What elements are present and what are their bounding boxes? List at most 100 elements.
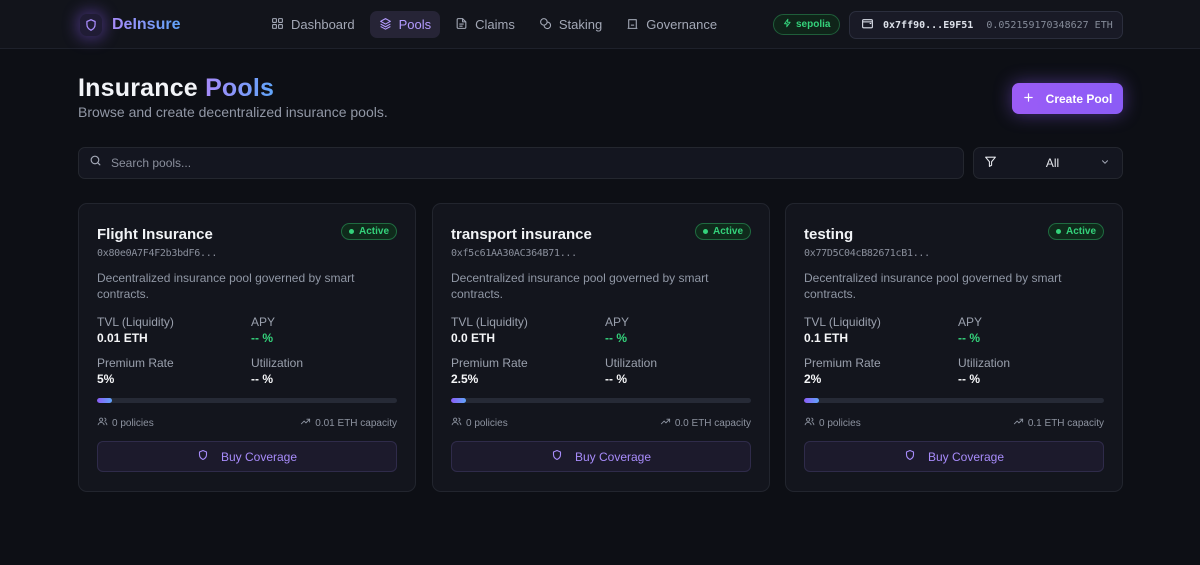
apy-label: APY	[605, 315, 630, 329]
buy-coverage-button[interactable]: Buy Coverage	[97, 441, 397, 472]
wallet-icon	[861, 17, 874, 33]
capacity-info: 0.0 ETH capacity	[660, 416, 751, 430]
wallet-balance: 0.052159170348627 ETH	[986, 19, 1113, 31]
policies-label: 0 policies	[112, 417, 154, 429]
apy-value: -- %	[605, 331, 627, 345]
coins-icon	[539, 17, 552, 33]
page-title-accent: Pools	[205, 74, 275, 102]
trending-up-icon	[300, 416, 311, 430]
pool-name: testing	[804, 226, 854, 243]
utilization-label: Utilization	[605, 356, 658, 370]
utilization-value: -- %	[958, 372, 980, 386]
shield-icon	[551, 449, 563, 464]
status-label: Active	[1065, 226, 1096, 237]
nav-item-pools[interactable]: Pools	[369, 11, 441, 38]
premium-value: 2%	[804, 372, 822, 386]
trending-up-icon	[660, 416, 671, 430]
nav-item-governance[interactable]: Governance	[617, 11, 726, 38]
capacity-label: 0.0 ETH capacity	[674, 417, 751, 429]
premium-label: Premium Rate	[804, 356, 881, 370]
create-pool-button[interactable]: Create Pool	[1012, 83, 1123, 114]
apy-label: APY	[251, 315, 276, 329]
progress-fill	[97, 398, 112, 403]
brand[interactable]: DeInsure	[80, 12, 180, 38]
users-icon	[97, 416, 108, 430]
nav-item-label: Dashboard	[291, 17, 355, 32]
tvl-value: 0.01 ETH	[97, 331, 148, 345]
utilization-value: -- %	[605, 372, 627, 386]
tvl-value: 0.0 ETH	[451, 331, 496, 345]
users-icon	[451, 416, 462, 430]
policies-label: 0 policies	[466, 417, 508, 429]
pool-address: 0x77D5C04cB82671cB1...	[804, 248, 930, 259]
status-filter-select[interactable]: All	[973, 147, 1123, 179]
main-menu: Dashboard Pools Claims Staking Governanc…	[262, 11, 726, 38]
tvl-value: 0.1 ETH	[804, 331, 849, 345]
premium-value: 5%	[97, 372, 115, 386]
buy-coverage-button[interactable]: Buy Coverage	[804, 441, 1104, 472]
pool-description: Decentralized insurance pool governed by…	[804, 271, 1062, 301]
pool-name: Flight Insurance	[97, 226, 213, 243]
nav-item-dashboard[interactable]: Dashboard	[262, 11, 364, 38]
pool-address: 0xf5c61AA30AC364B71...	[451, 248, 577, 259]
document-icon	[455, 17, 468, 33]
progress-fill	[451, 398, 466, 403]
shield-icon	[904, 449, 916, 464]
policies-count: 0 policies	[97, 416, 154, 430]
search-bar[interactable]	[78, 147, 964, 179]
pool-address: 0x80e0A7F4F2b3bdF6...	[97, 248, 218, 259]
utilization-label: Utilization	[958, 356, 1011, 370]
premium-label: Premium Rate	[451, 356, 528, 370]
status-dot-icon	[348, 229, 354, 234]
premium-label: Premium Rate	[97, 356, 174, 370]
create-pool-label: Create Pool	[1045, 91, 1113, 106]
nav-item-label: Claims	[475, 17, 515, 32]
top-nav: DeInsure Dashboard Pools Claims Staking …	[0, 0, 1200, 49]
search-icon	[89, 154, 102, 172]
policies-count: 0 policies	[451, 416, 508, 430]
pool-name: transport insurance	[451, 226, 592, 243]
buy-coverage-label: Buy Coverage	[574, 449, 652, 464]
status-badge: Active	[340, 223, 397, 240]
pool-description: Decentralized insurance pool governed by…	[451, 271, 709, 301]
network-badge[interactable]: sepolia	[773, 14, 841, 35]
tvl-label: TVL (Liquidity)	[804, 315, 881, 329]
pool-card: testing 0x77D5C04cB82671cB1... Active De…	[785, 203, 1123, 492]
status-dot-icon	[1055, 229, 1061, 234]
tvl-label: TVL (Liquidity)	[97, 315, 174, 329]
utilization-value: -- %	[251, 372, 273, 386]
filter-value: All	[1045, 156, 1060, 170]
nav-item-staking[interactable]: Staking	[530, 11, 611, 38]
capacity-progress-bar	[97, 398, 397, 403]
capacity-label: 0.01 ETH capacity	[315, 417, 397, 429]
nav-item-claims[interactable]: Claims	[446, 11, 524, 38]
pool-description: Decentralized insurance pool governed by…	[97, 271, 355, 301]
pool-card: Flight Insurance 0x80e0A7F4F2b3bdF6... A…	[78, 203, 416, 492]
nav-item-label: Governance	[646, 17, 718, 32]
apy-value: -- %	[251, 331, 273, 345]
chevron-down-icon	[1100, 156, 1110, 170]
buy-coverage-button[interactable]: Buy Coverage	[451, 441, 751, 472]
wallet-button[interactable]: 0x7ff90...E9F51 0.052159170348627 ETH	[849, 11, 1123, 39]
utilization-label: Utilization	[251, 356, 304, 370]
nav-item-label: Pools	[398, 17, 432, 32]
buy-coverage-label: Buy Coverage	[927, 449, 1005, 464]
page-title: Insurance Pools	[78, 74, 274, 103]
pool-card: transport insurance 0xf5c61AA30AC364B71.…	[432, 203, 770, 492]
users-icon	[804, 416, 815, 430]
capacity-progress-bar	[804, 398, 1104, 403]
layers-icon	[379, 17, 392, 33]
status-badge: Active	[1047, 223, 1104, 240]
trending-up-icon	[1013, 416, 1024, 430]
status-label: Active	[358, 226, 389, 237]
wallet-address: 0x7ff90...E9F51	[883, 19, 974, 31]
network-label: sepolia	[796, 19, 831, 30]
filter-icon	[984, 155, 997, 171]
capacity-progress-bar	[451, 398, 751, 403]
premium-value: 2.5%	[451, 372, 479, 386]
policies-count: 0 policies	[804, 416, 861, 430]
apy-value: -- %	[958, 331, 980, 345]
search-input[interactable]	[111, 156, 931, 170]
capacity-info: 0.01 ETH capacity	[300, 416, 397, 430]
nav-item-label: Staking	[558, 17, 603, 32]
